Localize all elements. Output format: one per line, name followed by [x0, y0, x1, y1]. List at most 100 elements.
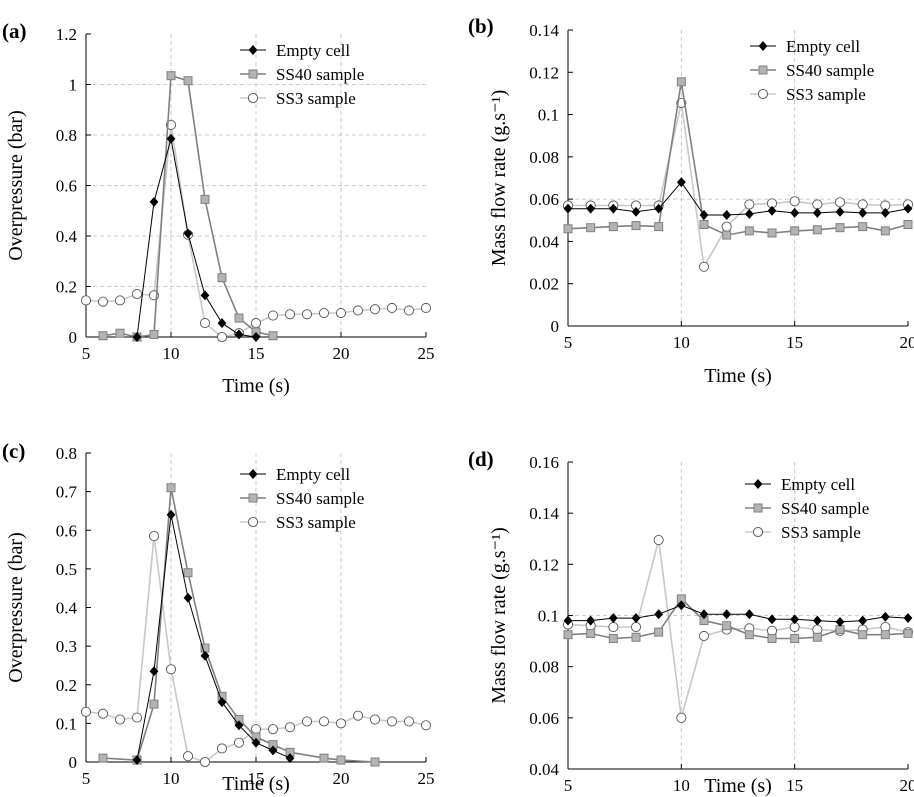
chart-3-empty-cell-point: Empty cell: (12, 0.1005) — [722, 609, 732, 620]
chart-0-legend-marker-ss40 — [248, 69, 258, 79]
chart-1-ss40-point: SS40 sample: (19, 0.045) — [880, 226, 890, 236]
chart-1-empty-cell-point: Empty cell: (9, 0.0555) — [654, 203, 664, 214]
chart-1-x-tick-label: 10 — [673, 333, 690, 352]
chart-2-x-tick-label: 20 — [333, 769, 350, 788]
chart-3-empty-cell-point: Empty cell: (15, 0.0985) — [790, 614, 800, 625]
chart-2-ss3-point: SS3 sample: (20, 0.1) — [335, 718, 347, 729]
chart-2-ss3-point: SS3 sample: (16, 0.085) — [267, 724, 279, 735]
chart-0-ss3-point: SS3 sample: (24, 0.105) — [403, 305, 415, 316]
chart-2-y-tick-label: 0.4 — [56, 599, 78, 618]
chart-3-y-tick-label: 0.06 — [529, 709, 559, 728]
chart-0-x-tick-label: 15 — [248, 344, 265, 363]
chart-1-ss40-point: SS40 sample: (14, 0.044) — [767, 228, 777, 238]
chart-1-ss3-point: SS3 sample: (18, 0.0575) — [857, 199, 868, 210]
chart-3-ss3-point: SS3 sample: (7, 0.0955) — [608, 621, 619, 633]
chart-2-empty-cell-point: Empty cell: (13, 0.155) — [217, 697, 227, 708]
chart-0-empty-cell-point: Empty cell: (14, 0.01) — [234, 329, 244, 340]
chart-3-empty-cell-point: Empty cell: (20, 0.099) — [903, 613, 913, 624]
chart-0-x-tick-label: 10 — [163, 344, 180, 363]
chart-3-ss40-point: SS40 sample: (20, 0.093) — [903, 628, 913, 638]
chart-0-x-tick-label: 5 — [82, 344, 91, 363]
chart-1-y-tick-label: 0.04 — [529, 232, 559, 251]
chart-3-panel-tag: (d) — [468, 447, 494, 471]
chart-2-x-tick-label: 15 — [248, 769, 265, 788]
chart-2-ss3-point: SS3 sample: (9, 0.585) — [148, 530, 160, 542]
panel-d: 5 10 15 20 0.04 0.06 0.08 0.1 0.12 0.14 0.16 Time (… — [468, 447, 914, 797]
chart-2-ss3-point: SS3 sample: (19, 0.105) — [318, 716, 330, 727]
chart-2-x-axis-label: Time (s) — [222, 773, 290, 795]
chart-3-x-tick-label: 5 — [564, 776, 573, 795]
chart-0-ss40-point: SS40 sample: (10, 1.035) — [166, 71, 176, 81]
chart-2-ss3-point: SS3 sample: (24, 0.105) — [403, 716, 415, 727]
chart-3-ss40-point: SS40 sample: (18, 0.0925) — [858, 630, 868, 640]
chart-1-ss40-point: SS40 sample: (18, 0.047) — [858, 222, 868, 232]
chart-0-ss40-point: SS40 sample: (11, 1.015) — [183, 76, 193, 86]
chart-0-ss40-point: SS40 sample: (14, 0.075) — [234, 313, 244, 323]
chart-3-y-tick-label: 0.16 — [529, 453, 559, 472]
chart-2-ss3-point: SS3 sample: (14, 0.05) — [233, 737, 245, 748]
chart-1-legend-marker-ss3 — [757, 88, 769, 100]
chart-2-legend-label: Empty cell — [276, 465, 350, 484]
chart-3-ss40-point: SS40 sample: (7, 0.091) — [608, 634, 618, 644]
chart-1-y-tick-label: 0 — [551, 317, 560, 336]
chart-3-empty-cell-point: Empty cell: (7, 0.099) — [608, 613, 618, 624]
chart-2-y-tick-label: 0.7 — [56, 483, 78, 502]
chart-2-ss3-point: SS3 sample: (13, 0.035) — [216, 743, 228, 754]
chart-3-legend-marker-ss3 — [752, 526, 764, 538]
chart-2-ss3-point: SS3 sample: (5, 0.13) — [80, 706, 92, 717]
chart-1-y-tick-label: 0.02 — [529, 275, 559, 294]
chart-0-ss3-point: SS3 sample: (21, 0.105) — [352, 305, 364, 316]
chart-1-ss40-point: SS40 sample: (8, 0.0475) — [631, 221, 641, 231]
chart-3-ss40-point: SS40 sample: (15, 0.091) — [790, 634, 800, 644]
chart-3-ss40-point: SS40 sample: (14, 0.091) — [767, 634, 777, 644]
chart-0-empty-cell-point: Empty cell: (11, 0.41) — [183, 228, 193, 239]
chart-3-ss40-point: SS40 sample: (19, 0.0925) — [880, 630, 890, 640]
chart-0-ss3-point: SS3 sample: (13, 0) — [216, 331, 228, 343]
chart-0-y-tick-label: 0.6 — [56, 177, 77, 196]
chart-1-empty-cell-point: Empty cell: (19, 0.0535) — [880, 207, 890, 218]
chart-2-empty-cell-point: Empty cell: (17, 0.01) — [285, 753, 295, 764]
chart-0-ss40-point: SS40 sample: (6, 0.005) — [98, 331, 108, 341]
chart-0-y-tick-label: 1 — [69, 76, 78, 95]
chart-2-ss3-point: SS3 sample: (7, 0.11) — [114, 714, 126, 725]
chart-1-empty-cell-point: Empty cell: (7, 0.0555) — [608, 203, 618, 214]
chart-1-y-tick-label: 0.12 — [529, 63, 559, 82]
chart-1-y-tick-label: 0.14 — [529, 21, 559, 40]
chart-0-y-axis-label: Overpressure (bar) — [5, 110, 27, 260]
chart-3-x-tick-label: 15 — [786, 776, 803, 795]
chart-2-legend-marker-ss3 — [247, 516, 259, 528]
chart-1-ss40-point: SS40 sample: (17, 0.0465) — [835, 223, 845, 233]
chart-1-x-tick-label: 20 — [900, 333, 914, 352]
chart-2-legend-label: SS40 sample — [276, 489, 364, 508]
chart-1-empty-cell-point: Empty cell: (11, 0.0525) — [699, 210, 709, 220]
panel-c: 5 10 15 20 25 0 0.1 0.2 0.3 0.4 0.5 0.6 0.7 0.8 Time (… — [2, 439, 435, 795]
chart-1-empty-cell-point: Empty cell: (10, 0.068) — [676, 177, 686, 188]
chart-1-ss40-point: SS40 sample: (16, 0.0455) — [812, 225, 822, 235]
chart-3-series-ss3-line — [567, 539, 909, 719]
chart-0-ss3-point: SS3 sample: (12, 0.055) — [199, 318, 211, 329]
chart-1-panel-tag: (b) — [468, 14, 494, 38]
chart-3-empty-cell-point: Empty cell: (9, 0.1005) — [654, 609, 664, 620]
chart-3-empty-cell-point: Empty cell: (18, 0.098) — [858, 615, 868, 626]
chart-1-legend-label: SS40 sample — [786, 61, 874, 80]
chart-1-empty-cell-point: Empty cell: (17, 0.054) — [835, 206, 845, 217]
chart-3-y-tick-label: 0.04 — [529, 760, 559, 779]
chart-1-ss40-point: SS40 sample: (7, 0.047) — [608, 222, 618, 232]
chart-2-ss3-point: SS3 sample: (15, 0.085) — [250, 724, 262, 735]
chart-2-ss40-point: SS40 sample: (6, 0.01) — [98, 753, 108, 763]
chart-1-y-tick-label: 0.1 — [538, 106, 559, 125]
chart-1-empty-cell-point: Empty cell: (6, 0.0555) — [586, 203, 596, 214]
chart-1-ss3-point: SS3 sample: (15, 0.059) — [789, 196, 800, 207]
chart-0-ss40-point: SS40 sample: (9, 0.01) — [149, 329, 159, 339]
chart-1-ss40-point: SS40 sample: (13, 0.045) — [744, 226, 754, 236]
chart-1-legend-label: SS3 sample — [786, 85, 866, 104]
chart-1-x-axis-label: Time (s) — [704, 365, 772, 387]
chart-3-empty-cell-point: Empty cell: (17, 0.0975) — [835, 616, 845, 627]
chart-0-empty-cell-point: Empty cell: (13, 0.055) — [217, 318, 227, 329]
chart-0-empty-cell-point: Empty cell: (10, 0.785) — [166, 133, 176, 144]
chart-0-ss3-point: SS3 sample: (22, 0.11) — [369, 304, 381, 315]
panel-b: 5 10 15 20 0 0.02 0.04 0.06 0.08 0.1 0.12 0.14 Time … — [468, 14, 914, 387]
chart-3-empty-cell-point: Empty cell: (11, 0.1005) — [699, 609, 709, 620]
chart-2-ss3-point: SS3 sample: (8, 0.115) — [131, 712, 143, 723]
